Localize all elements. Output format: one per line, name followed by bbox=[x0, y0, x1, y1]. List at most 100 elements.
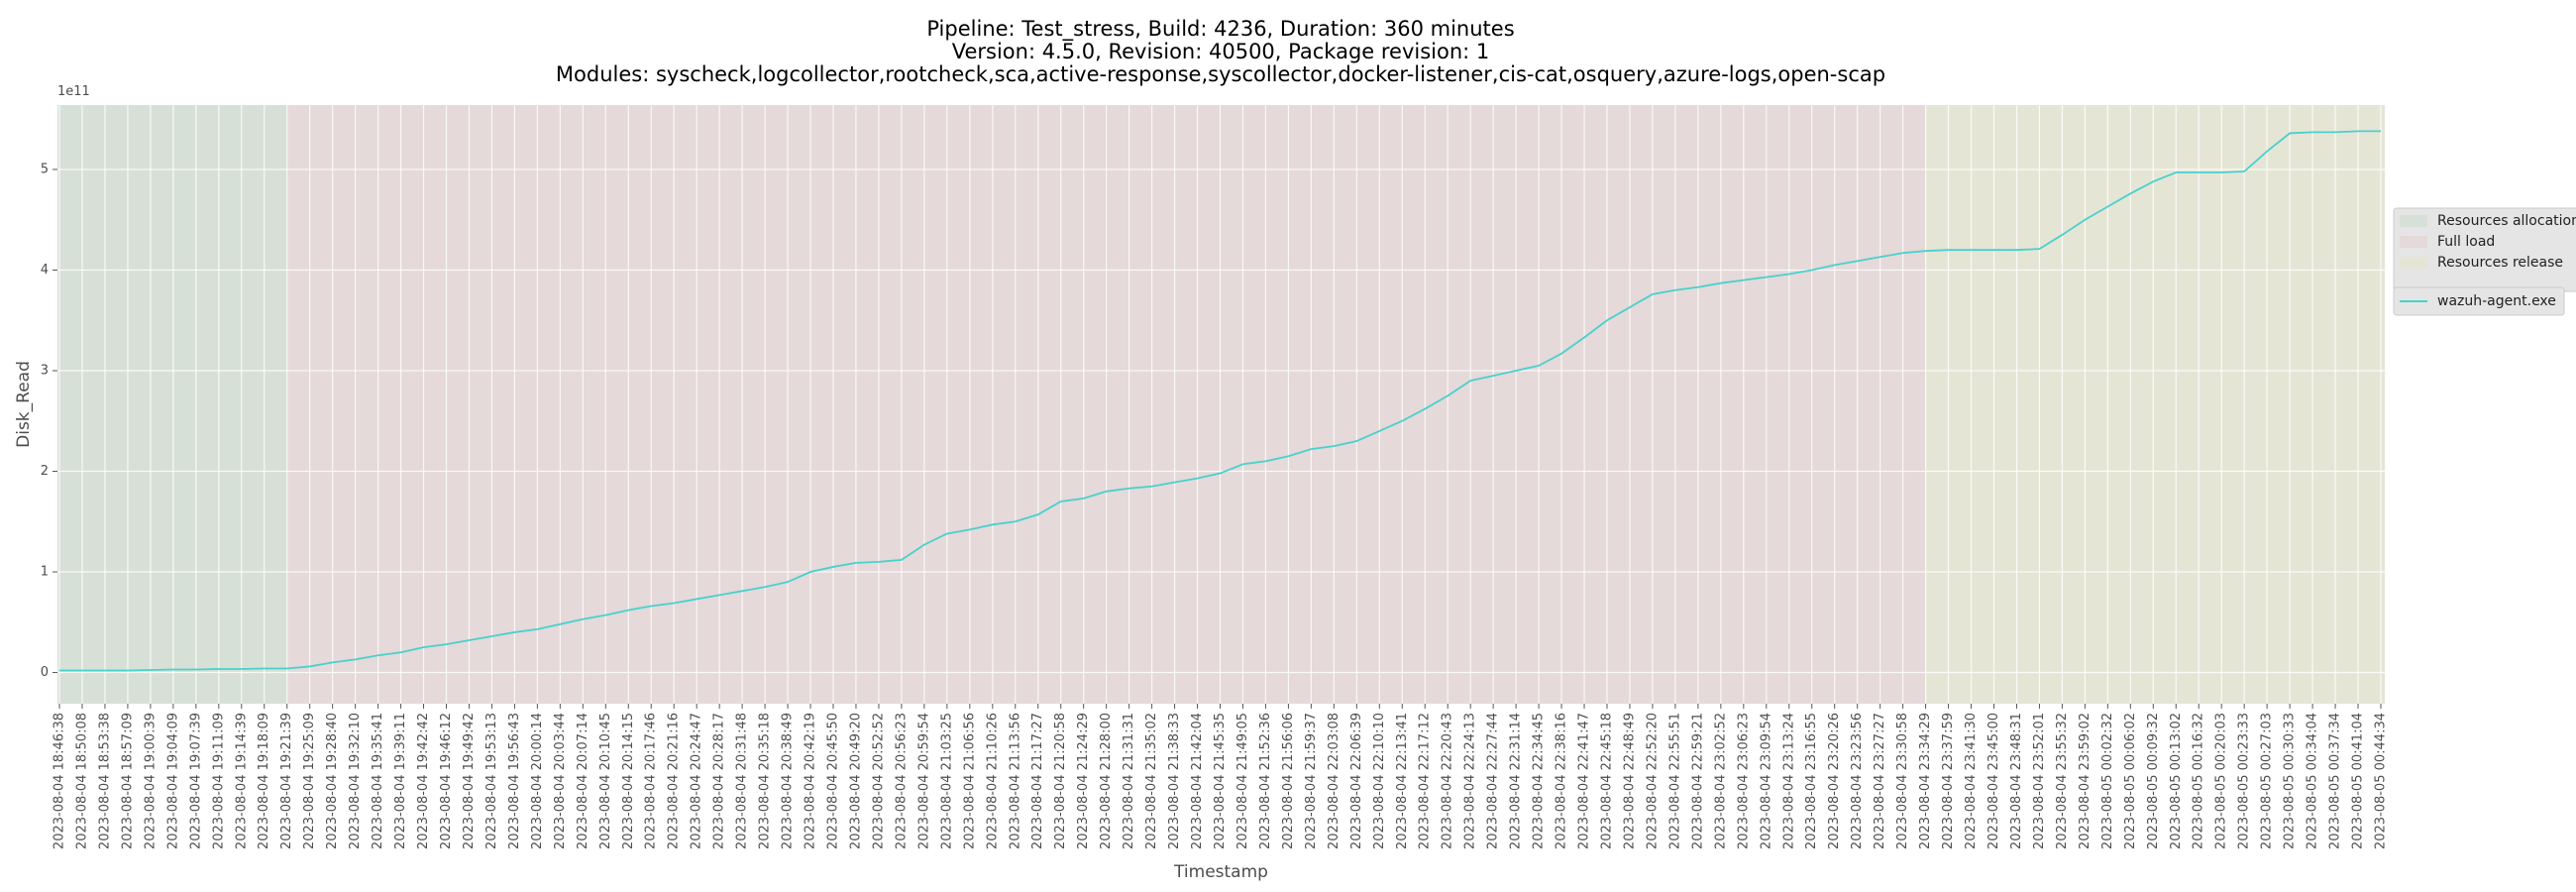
legend-box bbox=[2393, 286, 2565, 316]
x-tick-label: 2023-08-04 19:49:42 bbox=[462, 713, 477, 849]
x-tick-label: 2023-08-04 23:30:58 bbox=[1895, 713, 1910, 849]
x-tick-label: 2023-08-04 19:00:39 bbox=[143, 713, 158, 849]
x-tick-label: 2023-08-05 00:02:32 bbox=[2100, 713, 2115, 849]
x-tick-label: 2023-08-04 19:42:42 bbox=[416, 713, 431, 849]
x-tick-label: 2023-08-04 19:39:11 bbox=[393, 713, 408, 849]
x-tick-label: 2023-08-04 23:59:02 bbox=[2078, 713, 2093, 849]
x-tick-label: 2023-08-04 22:45:18 bbox=[1600, 713, 1615, 849]
x-tick-label: 2023-08-04 19:11:09 bbox=[211, 713, 226, 849]
x-tick-label: 2023-08-04 22:31:14 bbox=[1509, 713, 1524, 849]
y-tick-label: 3 bbox=[41, 363, 49, 378]
x-tick-label: 2023-08-04 22:34:45 bbox=[1532, 713, 1547, 849]
legend-swatch bbox=[2400, 215, 2427, 227]
x-tick-label: 2023-08-04 23:37:59 bbox=[1941, 713, 1956, 849]
x-tick-label: 2023-08-04 23:23:56 bbox=[1850, 713, 1865, 849]
x-tick-label: 2023-08-04 20:59:54 bbox=[916, 713, 931, 849]
x-tick-label: 2023-08-04 19:56:43 bbox=[507, 713, 522, 849]
x-tick-label: 2023-08-04 21:35:02 bbox=[1144, 713, 1159, 849]
x-tick-label: 2023-08-04 21:28:00 bbox=[1099, 713, 1114, 849]
x-tick-label: 2023-08-05 00:09:32 bbox=[2146, 713, 2161, 849]
x-tick-label: 2023-08-04 22:41:47 bbox=[1577, 713, 1592, 849]
x-tick-label: 2023-08-04 19:53:13 bbox=[484, 713, 499, 849]
x-tick-label: 2023-08-04 18:53:38 bbox=[97, 713, 112, 849]
x-tick-label: 2023-08-04 21:56:06 bbox=[1281, 713, 1296, 849]
x-tick-label: 2023-08-04 20:28:17 bbox=[712, 713, 727, 849]
x-tick-label: 2023-08-05 00:27:03 bbox=[2260, 713, 2275, 849]
x-tick-label: 2023-08-04 22:13:41 bbox=[1395, 713, 1410, 849]
x-tick-label: 2023-08-04 18:50:08 bbox=[74, 713, 89, 849]
x-tick-label: 2023-08-04 22:17:12 bbox=[1418, 713, 1433, 849]
y-tick-label: 1 bbox=[41, 565, 49, 580]
x-tick-label: 2023-08-05 00:37:34 bbox=[2328, 713, 2343, 849]
x-tick-label: 2023-08-05 00:06:02 bbox=[2123, 713, 2138, 849]
x-tick-label: 2023-08-04 20:49:20 bbox=[848, 713, 863, 849]
x-tick-label: 2023-08-05 00:34:04 bbox=[2306, 713, 2320, 849]
data-line bbox=[59, 130, 2381, 672]
x-tick-label: 2023-08-04 18:46:38 bbox=[53, 713, 67, 849]
x-tick-label: 2023-08-05 00:23:33 bbox=[2237, 713, 2252, 849]
x-tick-label: 2023-08-04 19:07:39 bbox=[188, 713, 203, 849]
x-tick-label: 2023-08-05 00:13:02 bbox=[2169, 713, 2184, 849]
legend-label: Resources allocation bbox=[2437, 213, 2576, 229]
x-tick-label: 2023-08-04 22:55:51 bbox=[1667, 713, 1682, 849]
x-tick-label: 2023-08-04 20:21:16 bbox=[667, 713, 682, 849]
x-tick-label: 2023-08-04 21:13:56 bbox=[1008, 713, 1022, 849]
y-tick-label: 4 bbox=[41, 263, 49, 278]
x-tick-label: 2023-08-04 21:03:25 bbox=[939, 713, 954, 849]
legend-swatch bbox=[2400, 236, 2427, 248]
x-tick-label: 2023-08-04 22:52:20 bbox=[1645, 713, 1660, 849]
x-tick-label: 2023-08-05 00:16:32 bbox=[2192, 713, 2206, 849]
x-tick-label: 2023-08-04 23:55:32 bbox=[2055, 713, 2070, 849]
x-tick-label: 2023-08-04 21:45:35 bbox=[1213, 713, 1228, 849]
legend-swatch bbox=[2400, 257, 2427, 269]
x-tick-label: 2023-08-04 22:20:43 bbox=[1441, 713, 1455, 849]
chart-title: Pipeline: Test_stress, Build: 4236, Dura… bbox=[926, 17, 1514, 42]
x-tick-label: 2023-08-04 20:31:48 bbox=[735, 713, 750, 849]
chart-title: Version: 4.5.0, Revision: 40500, Package… bbox=[952, 40, 1490, 63]
x-tick-label: 2023-08-04 20:24:47 bbox=[690, 713, 704, 849]
x-tick-label: 2023-08-04 19:28:40 bbox=[325, 713, 340, 849]
x-tick-label: 2023-08-04 23:52:01 bbox=[2032, 713, 2047, 849]
x-tick-label: 2023-08-05 00:41:04 bbox=[2351, 713, 2366, 849]
x-tick-label: 2023-08-04 21:52:36 bbox=[1258, 713, 1273, 849]
x-tick-label: 2023-08-04 20:10:45 bbox=[598, 713, 613, 849]
x-tick-label: 2023-08-04 21:06:56 bbox=[962, 713, 977, 849]
legend-label: Full load bbox=[2437, 234, 2495, 250]
x-tick-label: 2023-08-05 00:44:34 bbox=[2374, 713, 2389, 849]
x-tick-label: 2023-08-04 23:48:31 bbox=[2009, 713, 2024, 849]
x-tick-label: 2023-08-04 22:38:16 bbox=[1555, 713, 1569, 849]
x-tick-label: 2023-08-04 21:38:33 bbox=[1167, 713, 1182, 849]
x-tick-label: 2023-08-04 20:56:23 bbox=[894, 713, 909, 849]
x-tick-label: 2023-08-04 18:57:09 bbox=[120, 713, 135, 849]
x-tick-label: 2023-08-04 19:04:09 bbox=[165, 713, 180, 849]
x-tick-label: 2023-08-04 23:13:24 bbox=[1781, 713, 1796, 849]
x-tick-label: 2023-08-04 20:03:44 bbox=[553, 713, 568, 849]
x-tick-label: 2023-08-05 00:20:03 bbox=[2214, 713, 2229, 849]
y-tick-label: 2 bbox=[41, 464, 49, 479]
chart-title: Modules: syscheck,logcollector,rootcheck… bbox=[556, 62, 1885, 86]
x-tick-label: 2023-08-04 20:35:18 bbox=[758, 713, 773, 849]
x-tick-label: 2023-08-04 20:38:49 bbox=[781, 713, 796, 849]
x-tick-label: 2023-08-04 22:03:08 bbox=[1327, 713, 1342, 849]
x-tick-label: 2023-08-04 23:06:23 bbox=[1736, 713, 1751, 849]
x-tick-label: 2023-08-04 20:52:52 bbox=[871, 713, 886, 849]
x-tick-label: 2023-08-04 22:48:49 bbox=[1622, 713, 1637, 849]
x-tick-label: 2023-08-04 23:20:26 bbox=[1827, 713, 1842, 849]
x-tick-label: 2023-08-04 23:02:52 bbox=[1713, 713, 1728, 849]
x-tick-label: 2023-08-04 19:35:41 bbox=[371, 713, 385, 849]
x-tick-label: 2023-08-04 22:24:13 bbox=[1463, 713, 1478, 849]
phase-span bbox=[1925, 105, 2385, 704]
y-offset-label: 1e11 bbox=[57, 84, 90, 99]
x-tick-label: 2023-08-04 20:14:15 bbox=[621, 713, 636, 849]
legend-label: Resources release bbox=[2437, 255, 2563, 271]
x-tick-label: 2023-08-04 21:42:04 bbox=[1190, 713, 1205, 849]
x-tick-label: 2023-08-04 22:10:10 bbox=[1372, 713, 1387, 849]
x-tick-label: 2023-08-04 21:31:31 bbox=[1122, 713, 1136, 849]
x-tick-label: 2023-08-04 20:42:19 bbox=[804, 713, 818, 849]
x-tick-label: 2023-08-04 23:16:55 bbox=[1804, 713, 1819, 849]
y-tick-label: 0 bbox=[41, 665, 49, 680]
x-tick-label: 2023-08-05 00:30:33 bbox=[2283, 713, 2298, 849]
x-tick-label: 2023-08-04 20:00:14 bbox=[530, 713, 545, 849]
x-tick-label: 2023-08-04 20:45:50 bbox=[826, 713, 841, 849]
x-tick-label: 2023-08-04 23:27:27 bbox=[1873, 713, 1887, 849]
